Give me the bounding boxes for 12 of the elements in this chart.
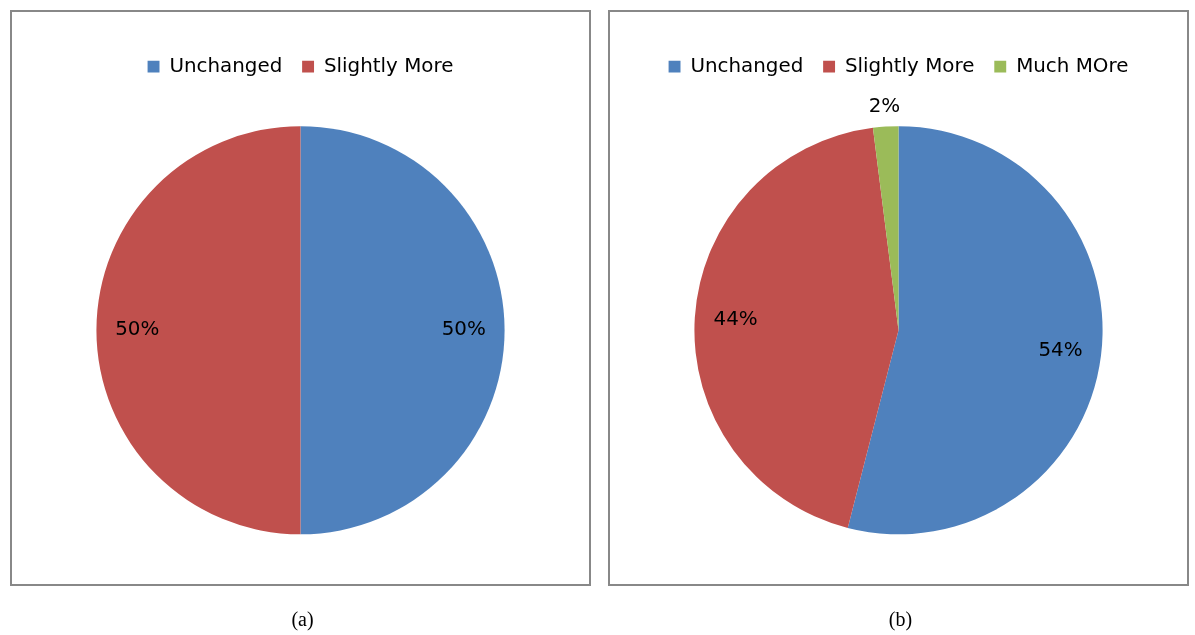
legend-label: Unchanged (690, 53, 804, 77)
data-label: 50% (115, 317, 160, 341)
legend-label: Unchanged (169, 53, 283, 77)
data-label: 54% (1038, 337, 1083, 361)
legend-label: Slightly More (844, 53, 975, 77)
data-label: 2% (868, 93, 901, 117)
data-label: 50% (441, 317, 486, 341)
data-label: 44% (713, 307, 758, 331)
legend-label: Slightly More (323, 53, 454, 77)
text: (b) (887, 608, 914, 631)
legend-label: Much MOre (1016, 53, 1129, 77)
text: (a) (290, 608, 315, 631)
